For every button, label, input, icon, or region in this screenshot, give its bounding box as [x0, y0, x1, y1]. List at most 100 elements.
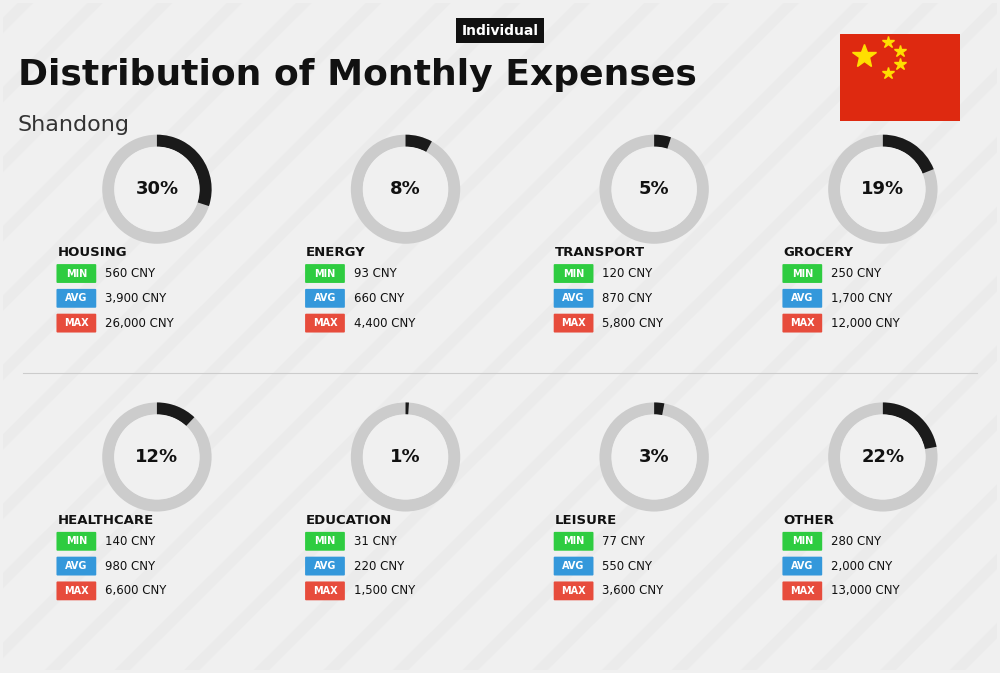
FancyBboxPatch shape [782, 532, 822, 551]
Text: 280 CNY: 280 CNY [831, 535, 881, 548]
Circle shape [364, 147, 447, 231]
Text: 3,900 CNY: 3,900 CNY [105, 292, 166, 305]
Text: 30%: 30% [135, 180, 178, 199]
Wedge shape [599, 402, 709, 511]
FancyBboxPatch shape [56, 264, 96, 283]
Text: MIN: MIN [314, 536, 336, 546]
Text: 140 CNY: 140 CNY [105, 535, 155, 548]
Text: 550 CNY: 550 CNY [602, 559, 652, 573]
Text: Distribution of Monthly Expenses: Distribution of Monthly Expenses [18, 58, 697, 92]
Text: 220 CNY: 220 CNY [354, 559, 404, 573]
Text: 3,600 CNY: 3,600 CNY [602, 584, 664, 598]
FancyBboxPatch shape [305, 314, 345, 332]
Text: 6,600 CNY: 6,600 CNY [105, 584, 167, 598]
FancyBboxPatch shape [782, 581, 822, 600]
Text: 19%: 19% [861, 180, 904, 199]
FancyBboxPatch shape [554, 557, 593, 575]
Text: 980 CNY: 980 CNY [105, 559, 155, 573]
Wedge shape [654, 402, 664, 415]
Text: 1,500 CNY: 1,500 CNY [354, 584, 415, 598]
Circle shape [115, 147, 199, 231]
FancyBboxPatch shape [782, 289, 822, 308]
Text: ENERGY: ENERGY [306, 246, 366, 258]
Text: AVG: AVG [314, 293, 336, 304]
FancyBboxPatch shape [305, 532, 345, 551]
Wedge shape [102, 135, 212, 244]
Circle shape [612, 147, 696, 231]
Text: AVG: AVG [314, 561, 336, 571]
Text: MAX: MAX [64, 318, 89, 328]
Wedge shape [351, 402, 460, 511]
FancyBboxPatch shape [305, 289, 345, 308]
Text: 250 CNY: 250 CNY [831, 267, 881, 280]
Text: MIN: MIN [66, 536, 87, 546]
Text: MAX: MAX [313, 586, 337, 596]
Text: 870 CNY: 870 CNY [602, 292, 653, 305]
Text: 93 CNY: 93 CNY [354, 267, 397, 280]
Wedge shape [883, 402, 937, 449]
Wedge shape [157, 135, 212, 206]
Text: MIN: MIN [66, 269, 87, 279]
Text: 13,000 CNY: 13,000 CNY [831, 584, 900, 598]
Wedge shape [599, 135, 709, 244]
Text: MAX: MAX [561, 318, 586, 328]
FancyBboxPatch shape [305, 264, 345, 283]
Circle shape [612, 415, 696, 499]
Text: 1%: 1% [390, 448, 421, 466]
Text: 8%: 8% [390, 180, 421, 199]
FancyBboxPatch shape [554, 264, 593, 283]
Text: MAX: MAX [790, 586, 815, 596]
Text: 12%: 12% [135, 448, 178, 466]
Text: MIN: MIN [563, 269, 584, 279]
Text: HEALTHCARE: HEALTHCARE [57, 513, 154, 526]
Wedge shape [654, 135, 671, 149]
Circle shape [115, 415, 199, 499]
FancyBboxPatch shape [305, 581, 345, 600]
Text: Shandong: Shandong [18, 115, 130, 135]
Text: 1,700 CNY: 1,700 CNY [831, 292, 893, 305]
Text: MAX: MAX [313, 318, 337, 328]
Wedge shape [828, 135, 938, 244]
Text: AVG: AVG [791, 561, 813, 571]
FancyBboxPatch shape [56, 557, 96, 575]
FancyBboxPatch shape [554, 581, 593, 600]
Text: 660 CNY: 660 CNY [354, 292, 404, 305]
Text: 31 CNY: 31 CNY [354, 535, 397, 548]
Text: GROCERY: GROCERY [783, 246, 854, 258]
Circle shape [841, 415, 925, 499]
Text: 77 CNY: 77 CNY [602, 535, 645, 548]
Wedge shape [828, 402, 938, 511]
FancyBboxPatch shape [305, 557, 345, 575]
Text: EDUCATION: EDUCATION [306, 513, 392, 526]
Text: TRANSPORT: TRANSPORT [555, 246, 645, 258]
Wedge shape [351, 135, 460, 244]
FancyBboxPatch shape [554, 289, 593, 308]
Text: 5,800 CNY: 5,800 CNY [602, 316, 664, 330]
Text: 560 CNY: 560 CNY [105, 267, 155, 280]
Wedge shape [102, 402, 212, 511]
Text: MIN: MIN [792, 536, 813, 546]
FancyBboxPatch shape [56, 532, 96, 551]
Text: MIN: MIN [314, 269, 336, 279]
Text: Individual: Individual [462, 24, 538, 38]
Wedge shape [883, 135, 934, 174]
Text: 26,000 CNY: 26,000 CNY [105, 316, 174, 330]
Wedge shape [406, 402, 409, 415]
Text: MIN: MIN [792, 269, 813, 279]
Text: 22%: 22% [861, 448, 904, 466]
Text: 120 CNY: 120 CNY [602, 267, 653, 280]
Text: AVG: AVG [562, 561, 585, 571]
FancyBboxPatch shape [56, 314, 96, 332]
Text: AVG: AVG [65, 293, 88, 304]
Text: LEISURE: LEISURE [555, 513, 617, 526]
Wedge shape [157, 402, 194, 426]
Text: 2,000 CNY: 2,000 CNY [831, 559, 892, 573]
Circle shape [364, 415, 447, 499]
Text: OTHER: OTHER [783, 513, 834, 526]
Text: 12,000 CNY: 12,000 CNY [831, 316, 900, 330]
Text: MIN: MIN [563, 536, 584, 546]
FancyBboxPatch shape [782, 314, 822, 332]
FancyBboxPatch shape [782, 264, 822, 283]
Text: 5%: 5% [639, 180, 669, 199]
Text: 3%: 3% [639, 448, 669, 466]
